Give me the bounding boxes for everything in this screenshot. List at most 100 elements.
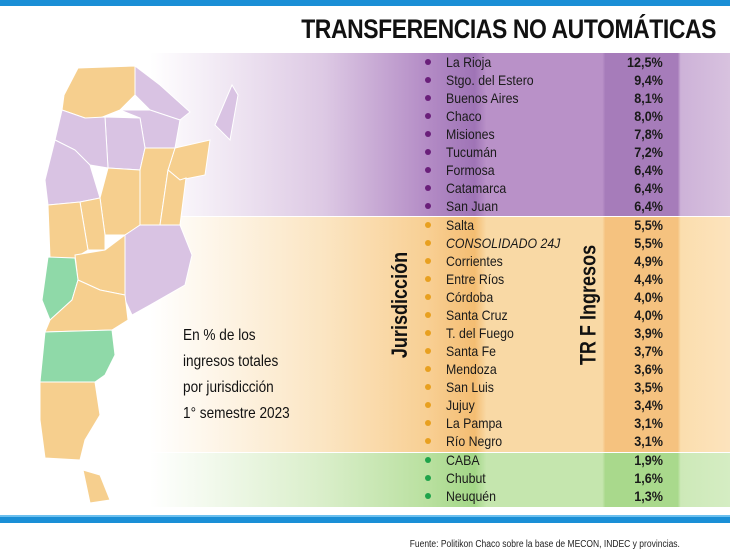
note-line: por jurisdicción bbox=[183, 379, 274, 396]
data-table: La Rioja 12,5% Stgo. del Estero 9,4% Buenos … bbox=[420, 53, 670, 505]
bullet-icon bbox=[425, 77, 431, 83]
table-row: La Pampa 3,1% bbox=[420, 414, 670, 432]
value-label: 4,9% bbox=[634, 253, 663, 269]
bullet-icon bbox=[425, 258, 431, 264]
province-chubut bbox=[39, 329, 116, 383]
table-row: San Juan 6,4% bbox=[420, 197, 670, 215]
value-label: 3,5% bbox=[634, 379, 663, 395]
bullet-icon bbox=[425, 366, 431, 372]
jurisdiction-name: Stgo. del Estero bbox=[446, 72, 534, 88]
table-row: Corrientes 4,9% bbox=[420, 252, 670, 270]
note-line: ingresos totales bbox=[183, 353, 279, 370]
bullet-icon bbox=[425, 131, 431, 137]
value-label: 7,2% bbox=[634, 144, 663, 160]
value-label: 3,6% bbox=[634, 361, 663, 377]
jurisdiction-name: San Luis bbox=[446, 379, 494, 395]
jurisdiction-name: Neuquén bbox=[446, 488, 497, 504]
bullet-icon bbox=[425, 420, 431, 426]
table-row: La Rioja 12,5% bbox=[420, 53, 670, 71]
table-row: Chubut 1,6% bbox=[420, 469, 670, 487]
band-medium bbox=[150, 217, 730, 452]
jurisdiction-name: Catamarca bbox=[446, 180, 507, 196]
jurisdiction-name: CONSOLIDADO 24J bbox=[446, 235, 561, 251]
bullet-icon bbox=[425, 167, 431, 173]
jurisdiction-name: Mendoza bbox=[446, 361, 497, 377]
bullet-icon bbox=[425, 493, 431, 499]
jurisdiction-name: Chubut bbox=[446, 470, 486, 486]
bullet-icon bbox=[425, 185, 431, 191]
table-row: Río Negro 3,1% bbox=[420, 432, 670, 450]
value-label: 8,1% bbox=[634, 90, 663, 106]
source-note: Fuente: Politikon Chaco sobre la base de… bbox=[409, 539, 680, 550]
value-label: 5,5% bbox=[634, 235, 663, 251]
table-row: Stgo. del Estero 9,4% bbox=[420, 71, 670, 89]
jurisdiction-name: Santa Cruz bbox=[446, 307, 508, 323]
table-row: San Luis 3,5% bbox=[420, 378, 670, 396]
table-row: Santa Fe 3,7% bbox=[420, 342, 670, 360]
bullet-icon bbox=[425, 384, 431, 390]
value-label: 1,9% bbox=[634, 452, 663, 468]
bullet-icon bbox=[425, 330, 431, 336]
value-label: 6,4% bbox=[634, 198, 663, 214]
band-high bbox=[150, 53, 730, 216]
table-row: CABA 1,9% bbox=[420, 451, 670, 469]
value-label: 7,8% bbox=[634, 126, 663, 142]
jurisdiction-name: Entre Ríos bbox=[446, 271, 505, 287]
value-label: 4,4% bbox=[634, 271, 663, 287]
bullet-icon bbox=[425, 113, 431, 119]
province-rionegro bbox=[44, 279, 129, 333]
note-line: 1° semestre 2023 bbox=[183, 405, 290, 422]
jurisdiction-name: Córdoba bbox=[446, 289, 494, 305]
table-row: T. del Fuego 3,9% bbox=[420, 324, 670, 342]
value-label: 5,5% bbox=[634, 217, 663, 233]
jurisdiction-name: Formosa bbox=[446, 162, 495, 178]
jurisdiction-name: Chaco bbox=[446, 108, 482, 124]
bullet-icon bbox=[425, 203, 431, 209]
table-row: Chaco 8,0% bbox=[420, 107, 670, 125]
province-santacruz bbox=[39, 381, 101, 461]
bullet-icon bbox=[425, 294, 431, 300]
province-buenosaires bbox=[124, 224, 193, 316]
table-row: Catamarca 6,4% bbox=[420, 179, 670, 197]
value-label: 3,4% bbox=[634, 397, 663, 413]
jurisdiction-name: Corrientes bbox=[446, 253, 503, 269]
bullet-icon bbox=[425, 457, 431, 463]
value-label: 3,1% bbox=[634, 415, 663, 431]
top-accent-bar bbox=[0, 0, 730, 6]
value-label: 1,6% bbox=[634, 470, 663, 486]
jurisdiction-name: Tucumán bbox=[446, 144, 497, 160]
table-row: Entre Ríos 4,4% bbox=[420, 270, 670, 288]
jurisdiction-name: Santa Fe bbox=[446, 343, 497, 359]
table-row: Salta 5,5% bbox=[420, 216, 670, 234]
bullet-icon bbox=[425, 222, 431, 228]
bullet-icon bbox=[425, 402, 431, 408]
jurisdiction-name: Río Negro bbox=[446, 433, 503, 449]
value-label: 8,0% bbox=[634, 108, 663, 124]
province-santiago bbox=[104, 116, 146, 171]
bullet-icon bbox=[425, 240, 431, 246]
table-row: Jujuy 3,4% bbox=[420, 396, 670, 414]
province-misiones bbox=[214, 83, 239, 142]
jurisdiction-name: Buenos Aires bbox=[446, 90, 519, 106]
table-row: Buenos Aires 8,1% bbox=[420, 89, 670, 107]
argentina-map bbox=[39, 64, 239, 504]
value-label: 3,7% bbox=[634, 343, 663, 359]
jurisdiction-name: La Pampa bbox=[446, 415, 503, 431]
table-row: Santa Cruz 4,0% bbox=[420, 306, 670, 324]
province-entrerios bbox=[159, 169, 187, 226]
value-label: 4,0% bbox=[634, 289, 663, 305]
bullet-icon bbox=[425, 348, 431, 354]
table-row: Córdoba 4,0% bbox=[420, 288, 670, 306]
table-row: Misiones 7,8% bbox=[420, 125, 670, 143]
province-tierradelfuego bbox=[82, 469, 111, 504]
province-cordoba bbox=[99, 167, 141, 236]
table-row: Neuquén 1,3% bbox=[420, 487, 670, 505]
value-label: 6,4% bbox=[634, 162, 663, 178]
value-label: 12,5% bbox=[627, 54, 663, 70]
band-low bbox=[150, 453, 730, 507]
table-row: Mendoza 3,6% bbox=[420, 360, 670, 378]
table-row: Formosa 6,4% bbox=[420, 161, 670, 179]
note-line: En % de los bbox=[183, 327, 256, 344]
bullet-icon bbox=[425, 276, 431, 282]
column-header-jurisdiccion: Jurisdicción bbox=[386, 251, 412, 359]
